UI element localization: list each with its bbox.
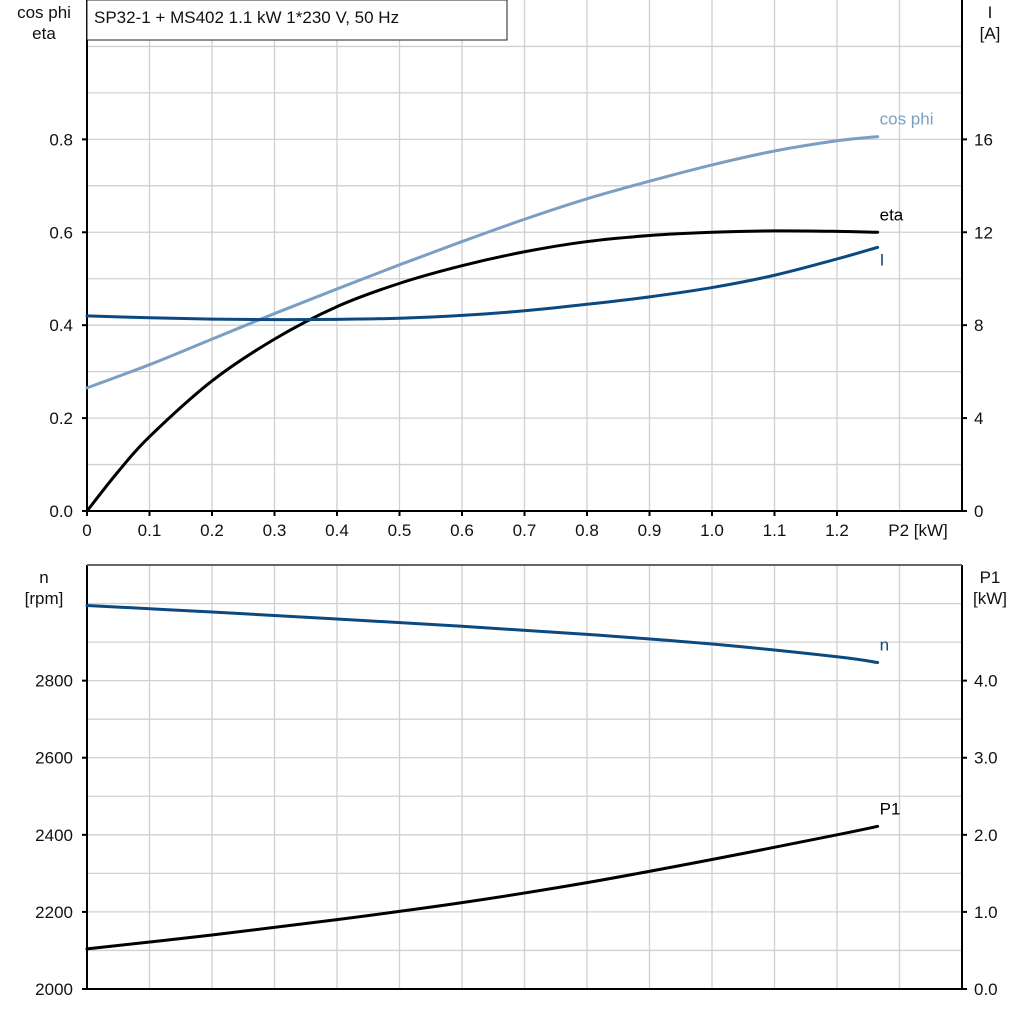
x-tick-label: 0.9 — [638, 521, 662, 540]
y-right-tick-label: 8 — [974, 316, 983, 335]
y-left-tick-label: 2400 — [35, 826, 73, 845]
y-right-tick-label: 12 — [974, 223, 993, 242]
series-label-P1: P1 — [880, 799, 901, 818]
x-tick-label: 0.1 — [138, 521, 162, 540]
series-line-cos-phi — [85, 135, 880, 390]
y-right-tick-label: 3.0 — [974, 749, 998, 768]
y-left-tick-label: 2000 — [35, 980, 73, 999]
x-tick-label: 1.2 — [825, 521, 849, 540]
y-left-tick-label: 0.6 — [49, 223, 73, 242]
x-tick-label: 0.7 — [513, 521, 537, 540]
series-label-I: I — [880, 250, 885, 269]
y-right-tick-label: 0.0 — [974, 980, 998, 999]
y-right-label: P1 — [980, 568, 1001, 587]
x-tick-label: 0.3 — [263, 521, 287, 540]
y-left-label: eta — [32, 24, 56, 43]
y-left-tick-label: 0.2 — [49, 409, 73, 428]
y-left-tick-label: 0.0 — [49, 502, 73, 521]
x-tick-label: 1.0 — [700, 521, 724, 540]
y-right-tick-label: 0 — [974, 502, 983, 521]
y-left-tick-label: 2200 — [35, 903, 73, 922]
y-right-label: [kW] — [973, 589, 1007, 608]
series-line-n — [85, 603, 880, 665]
y-left-tick-label: 2600 — [35, 749, 73, 768]
title-box — [86, 0, 508, 41]
x-tick-label: 0.5 — [388, 521, 412, 540]
y-right-tick-label: 2.0 — [974, 826, 998, 845]
y-left-label: cos phi — [17, 3, 71, 22]
x-tick-label: 0.8 — [575, 521, 599, 540]
series-label-eta: eta — [880, 205, 904, 224]
y-left-label: [rpm] — [25, 589, 64, 608]
series-label-n: n — [880, 636, 889, 655]
x-axis-label: P2 [kW] — [888, 521, 948, 540]
series-line-P1 — [85, 824, 880, 951]
x-tick-label: 0 — [82, 521, 91, 540]
series-label-cos-phi: cos phi — [880, 110, 934, 129]
bottom-panel: 2000 2200 2400 2600 2800 0.0 1.0 2.0 3.0 4.0 n [rpm… — [25, 564, 1007, 999]
y-left-label: n — [39, 568, 48, 587]
y-left-tick-label: 0.4 — [49, 316, 73, 335]
y-right-label: [A] — [980, 24, 1001, 43]
x-tick-label: 0.2 — [200, 521, 224, 540]
top-panel: 0.0 0.2 0.4 0.6 0.8 0 4 8 12 16 0 0.1 0.2 0.3 0.4 0.5 0.… — [17, 0, 1000, 540]
y-right-tick-label: 16 — [974, 130, 993, 149]
y-right-tick-label: 4.0 — [974, 672, 998, 691]
x-tick-label: 0.4 — [325, 521, 349, 540]
y-right-label: I — [988, 3, 993, 22]
chart-title: SP32-1 + MS402 1.1 kW 1*230 V, 50 Hz — [94, 8, 399, 27]
y-right-tick-label: 1.0 — [974, 903, 998, 922]
y-left-tick-label: 0.8 — [49, 130, 73, 149]
series-line-I — [85, 245, 880, 322]
y-left-tick-label: 2800 — [35, 672, 73, 691]
series-line-eta — [85, 229, 880, 513]
x-tick-label: 0.6 — [450, 521, 474, 540]
y-right-tick-label: 4 — [974, 409, 983, 428]
x-tick-label: 1.1 — [763, 521, 787, 540]
